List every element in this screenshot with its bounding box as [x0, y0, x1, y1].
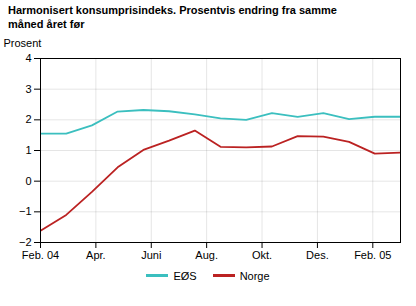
svg-text:Apr.: Apr. — [86, 249, 106, 261]
svg-text:1: 1 — [25, 144, 31, 156]
svg-text:Juni: Juni — [141, 249, 161, 261]
svg-text:−1: −1 — [19, 205, 32, 217]
svg-text:Feb. 05: Feb. 05 — [354, 249, 391, 261]
html-text:Harmonisert konsumprisindeks.: Harmonisert konsumprisindeks. Prosentvis… — [8, 4, 337, 30]
svg-text:Okt.: Okt. — [252, 249, 272, 261]
svg-text:4: 4 — [25, 52, 31, 64]
svg-text:3: 3 — [25, 82, 31, 94]
svg-text:Des.: Des. — [306, 249, 329, 261]
html-text:Norge: Norge — [239, 269, 270, 282]
svg-text:0: 0 — [25, 174, 31, 186]
svg-text:Feb. 04: Feb. 04 — [22, 249, 59, 261]
svg-text:−2: −2 — [19, 236, 32, 248]
svg-text:Aug.: Aug. — [195, 249, 218, 261]
html-text:EØS: EØS — [173, 269, 197, 282]
svg-text:Prosent: Prosent — [4, 37, 42, 49]
svg-text:2: 2 — [25, 113, 31, 125]
